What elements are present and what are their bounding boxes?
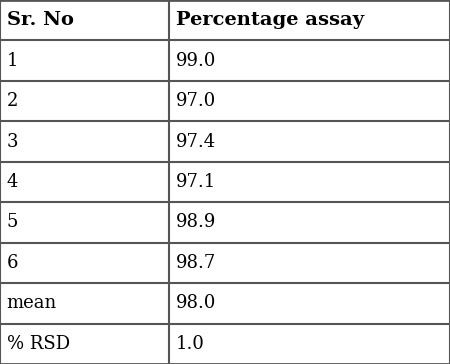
Text: 97.1: 97.1: [176, 173, 216, 191]
Text: mean: mean: [7, 294, 57, 312]
Text: 97.4: 97.4: [176, 132, 216, 151]
Text: Percentage assay: Percentage assay: [176, 11, 364, 29]
Text: 3: 3: [7, 132, 18, 151]
Text: Sr. No: Sr. No: [7, 11, 74, 29]
Text: 1.0: 1.0: [176, 335, 204, 353]
Text: 98.7: 98.7: [176, 254, 216, 272]
Text: % RSD: % RSD: [7, 335, 70, 353]
Text: 1: 1: [7, 52, 18, 70]
Text: 98.9: 98.9: [176, 213, 216, 232]
Text: 98.0: 98.0: [176, 294, 216, 312]
Text: 97.0: 97.0: [176, 92, 216, 110]
Text: 5: 5: [7, 213, 18, 232]
Text: 4: 4: [7, 173, 18, 191]
Text: 99.0: 99.0: [176, 52, 216, 70]
Text: 2: 2: [7, 92, 18, 110]
Text: 6: 6: [7, 254, 18, 272]
